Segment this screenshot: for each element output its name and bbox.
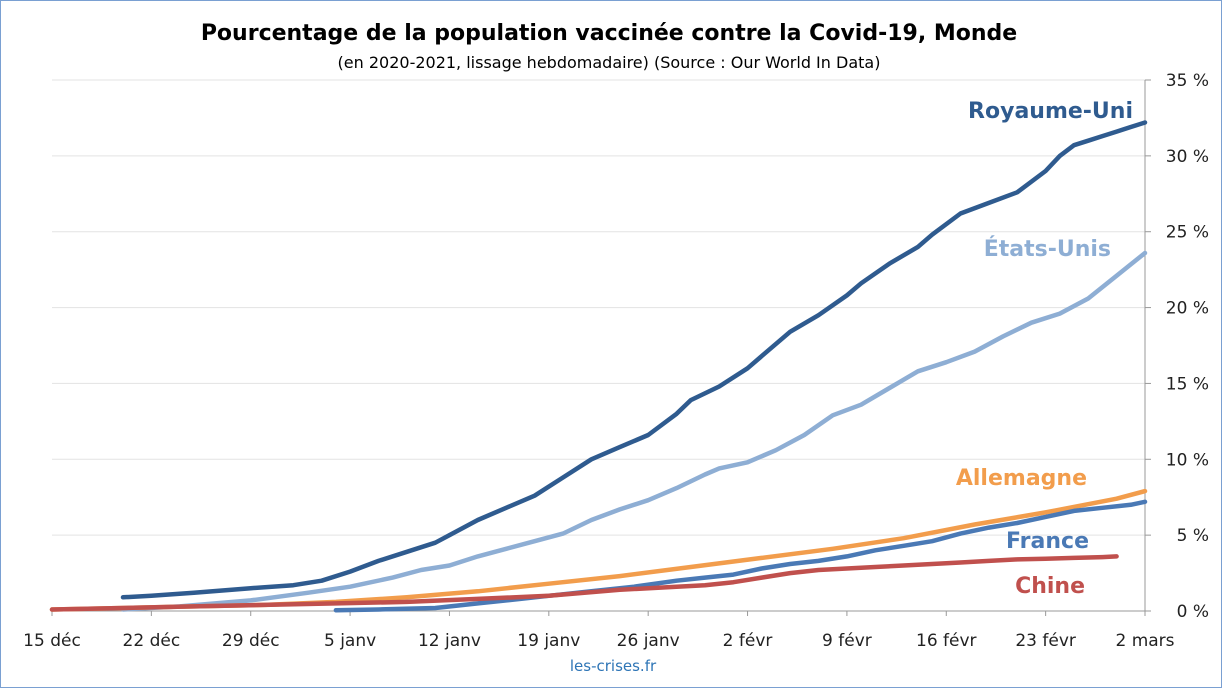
y-tick-label: 30 % — [1166, 147, 1209, 167]
series-line-chine — [49, 554, 1119, 612]
x-tick-label: 16 févr — [916, 631, 977, 651]
y-tick-label: 10 % — [1166, 450, 1209, 470]
series-line-etats-unis — [120, 250, 1148, 612]
x-tick-label: 19 janv — [517, 631, 580, 651]
y-tick-label: 20 % — [1166, 299, 1209, 319]
series-label-royaume-uni: Royaume-Uni — [968, 99, 1133, 124]
y-tick-label: 5 % — [1177, 526, 1209, 546]
series-label-chine: Chine — [1015, 574, 1085, 599]
series-label-etats-unis: États-Unis — [984, 236, 1111, 262]
source-label: les-crises.fr — [570, 657, 657, 675]
y-tick-label: 0 % — [1177, 602, 1209, 622]
series-line-royaume-uni — [120, 120, 1148, 600]
x-tick-label: 26 janv — [617, 631, 680, 651]
y-tick-label: 35 % — [1166, 71, 1209, 91]
x-tick-label: 15 déc — [23, 631, 81, 651]
series-label-france: France — [1006, 529, 1089, 554]
y-tick-label: 15 % — [1166, 374, 1209, 394]
series-lines — [49, 120, 1148, 613]
x-tick-label: 22 déc — [123, 631, 181, 651]
x-tick-label: 23 févr — [1015, 631, 1076, 651]
axes: 0 % 5 % 10 % 15 % 20 % 25 % 30 % 35 % 15 déc 22 d… — [23, 71, 1209, 651]
x-tick-label: 2 févr — [723, 631, 773, 651]
x-tick-label: 5 janv — [324, 631, 376, 651]
x-tick-label: 29 déc — [222, 631, 280, 651]
chart-subtitle: (en 2020-2021, lissage hebdomadaire) (So… — [338, 53, 881, 72]
y-tick-label: 25 % — [1166, 223, 1209, 243]
x-tick-label: 12 janv — [418, 631, 481, 651]
chart-title: Pourcentage de la population vaccinée co… — [201, 21, 1017, 46]
x-tick-label: 9 févr — [822, 631, 872, 651]
gridlines — [52, 79, 1145, 536]
series-labels: Royaume-Uni États-Unis Allemagne France Chin… — [956, 99, 1133, 599]
x-tick-label: 2 mars — [1115, 631, 1174, 651]
series-label-allemagne: Allemagne — [956, 466, 1087, 491]
